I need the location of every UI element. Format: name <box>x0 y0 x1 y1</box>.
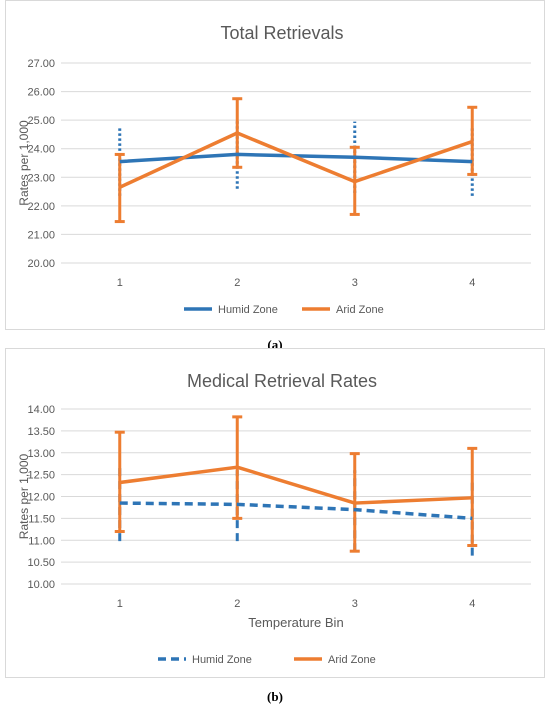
y-tick-label: 12.50 <box>27 470 55 482</box>
x-tick-label: 2 <box>234 277 240 289</box>
x-axis-label: Temperature Bin <box>248 615 343 630</box>
humid-zone-legend-label: Humid Zone <box>218 304 278 316</box>
y-tick-label: 25.00 <box>27 115 55 127</box>
chart-title: Medical Retrieval Rates <box>187 371 377 391</box>
y-tick-label: 10.00 <box>27 579 55 591</box>
y-tick-label: 20.00 <box>27 258 55 270</box>
humid-zone-legend-label: Humid Zone <box>192 654 252 666</box>
y-tick-label: 22.00 <box>27 201 55 213</box>
y-tick-label: 12.00 <box>27 492 55 504</box>
total-retrievals-chart: Total Retrievals 20.00 21.00 22.00 23.00 24.0… <box>17 23 531 316</box>
arid-zone-legend-label: Arid Zone <box>336 304 384 316</box>
x-tick-label: 4 <box>469 277 475 289</box>
x-tick-label: 3 <box>352 277 358 289</box>
y-tick-label: 13.00 <box>27 448 55 460</box>
chart-frame: Total Retrievals 20.00 21.00 22.00 23.00 24.0… <box>5 0 545 330</box>
x-tick-label: 4 <box>469 598 475 610</box>
x-tick-label: 2 <box>234 598 240 610</box>
chart-panel-b: Medical Retrieval Rates 10.00 10.50 11.00 11… <box>0 348 550 686</box>
panel-caption-b: (b) <box>267 689 283 704</box>
y-tick-label: 26.00 <box>27 87 55 99</box>
y-tick-label: 27.00 <box>27 58 55 70</box>
y-tick-label: 14.00 <box>27 404 55 416</box>
y-tick-label: 13.50 <box>27 426 55 438</box>
y-axis-label: Rates per 1,000 <box>17 120 31 206</box>
chart-title: Total Retrievals <box>220 23 343 43</box>
medical-retrieval-rates-chart: Medical Retrieval Rates10.0010.5011.0011… <box>17 371 531 666</box>
chart-panel-a: Total Retrievals 20.00 21.00 22.00 23.00 24.0… <box>0 0 550 338</box>
humid-zone-line <box>119 501 473 521</box>
x-tick-label: 3 <box>352 598 358 610</box>
y-tick-label: 21.00 <box>27 229 55 241</box>
arid-zone-line <box>119 131 473 189</box>
x-tick-label: 1 <box>117 598 123 610</box>
chart-frame: Medical Retrieval Rates 10.00 10.50 11.00 11… <box>5 348 545 678</box>
y-axis-label: Rates per 1,000 <box>17 453 31 539</box>
y-tick-label: 24.00 <box>27 144 55 156</box>
x-tick-label: 1 <box>117 277 123 289</box>
arid-zone-line <box>119 465 473 505</box>
y-tick-label: 23.00 <box>27 172 55 184</box>
arid-zone-legend-label: Arid Zone <box>328 654 376 666</box>
y-tick-label: 11.50 <box>28 513 55 525</box>
y-tick-label: 10.50 <box>27 557 55 569</box>
y-tick-label: 11.00 <box>28 535 55 547</box>
